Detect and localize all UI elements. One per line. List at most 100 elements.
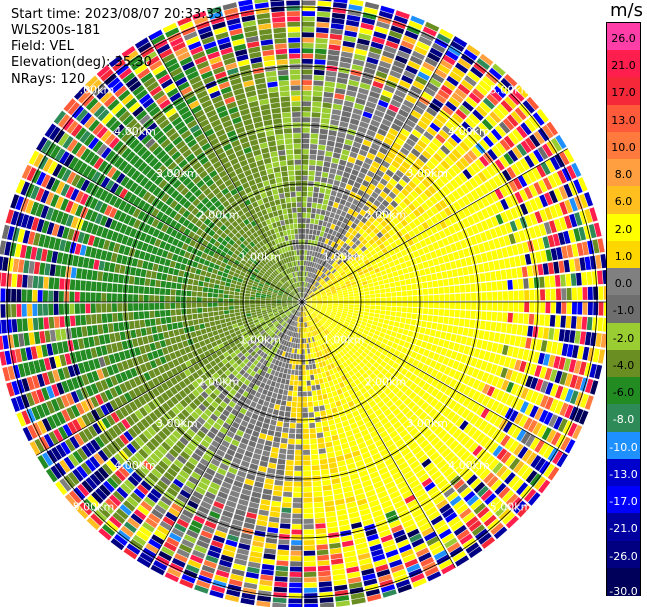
velocity-gate: [278, 372, 283, 378]
velocity-gate: [238, 543, 251, 551]
velocity-gate: [569, 390, 579, 405]
velocity-gate: [104, 389, 114, 401]
velocity-gate: [420, 557, 435, 567]
velocity-gate: [303, 317, 306, 322]
velocity-gate: [453, 318, 460, 326]
velocity-gate: [239, 493, 250, 501]
velocity-gate: [543, 445, 554, 459]
velocity-gate: [138, 448, 149, 459]
velocity-gate: [202, 333, 209, 340]
velocity-gate: [396, 296, 402, 302]
velocity-gate: [190, 424, 199, 434]
velocity-gate: [340, 210, 347, 217]
velocity-gate: [361, 17, 376, 26]
velocity-gate: [386, 302, 392, 306]
velocity-gate: [366, 408, 374, 416]
velocity-gate: [161, 546, 175, 557]
velocity-gate: [266, 435, 274, 442]
velocity-gate: [335, 274, 341, 279]
velocity-gate: [442, 507, 455, 519]
velocity-gate: [464, 438, 475, 450]
velocity-gate: [440, 145, 451, 155]
velocity-gate: [132, 534, 147, 546]
velocity-gate: [360, 22, 374, 31]
velocity-gate: [324, 436, 332, 443]
velocity-gate: [337, 164, 345, 171]
velocity-gate: [293, 386, 298, 391]
velocity-gate: [307, 353, 311, 359]
velocity-gate: [437, 316, 444, 324]
velocity-gate: [278, 539, 290, 545]
velocity-gate: [355, 364, 362, 371]
velocity-gate: [520, 485, 533, 499]
velocity-gate: [93, 358, 101, 369]
velocity-gate: [398, 179, 407, 188]
velocity-gate: [455, 108, 467, 120]
velocity-gate: [342, 242, 348, 249]
velocity-gate: [305, 228, 310, 234]
velocity-gate: [325, 370, 331, 377]
velocity-gate: [331, 277, 337, 282]
velocity-gate: [363, 268, 369, 274]
velocity-gate: [481, 208, 490, 219]
velocity-gate: [595, 333, 602, 347]
velocity-gate: [302, 117, 311, 123]
velocity-gate: [418, 473, 430, 483]
velocity-gate: [216, 431, 226, 439]
velocity-gate: [517, 464, 529, 477]
velocity-gate: [349, 0, 364, 7]
velocity-gate: [402, 296, 408, 302]
velocity-gate: [99, 433, 110, 445]
velocity-gate: [189, 401, 198, 411]
velocity-gate: [240, 383, 248, 391]
velocity-gate: [142, 521, 155, 533]
velocity-gate: [375, 297, 381, 302]
velocity-gate: [303, 487, 312, 492]
velocity-gate: [534, 302, 540, 313]
velocity-gate: [352, 253, 359, 259]
velocity-gate: [282, 328, 287, 334]
velocity-gate: [312, 363, 317, 369]
velocity-gate: [423, 131, 434, 141]
velocity-gate: [317, 437, 325, 444]
velocity-gate: [321, 420, 329, 427]
velocity-gate: [345, 201, 352, 208]
velocity-gate: [404, 30, 419, 40]
velocity-gate: [367, 266, 374, 272]
velocity-gate: [345, 352, 351, 359]
velocity-gate: [343, 340, 349, 346]
velocity-gate: [393, 321, 400, 328]
velocity-gate: [166, 370, 174, 379]
velocity-gate: [468, 546, 483, 559]
velocity-gate: [463, 153, 474, 165]
velocity-gate: [407, 357, 415, 365]
velocity-gate: [341, 229, 348, 236]
velocity-gate: [249, 363, 256, 370]
velocity-gate: [367, 425, 376, 433]
velocity-gate: [233, 480, 244, 488]
velocity-gate: [272, 597, 287, 604]
velocity-gate: [405, 410, 414, 419]
velocity-gate: [356, 319, 362, 324]
velocity-gate: [400, 210, 408, 219]
velocity-gate: [340, 415, 348, 422]
velocity-gate: [344, 30, 358, 38]
velocity-gate: [495, 201, 504, 213]
velocity-gate: [373, 369, 381, 376]
velocity-gate: [602, 317, 606, 332]
velocity-gate: [90, 347, 98, 359]
velocity-gate: [237, 470, 247, 478]
velocity-gate: [312, 470, 321, 476]
velocity-gate: [223, 351, 230, 358]
velocity-gate: [221, 481, 232, 490]
velocity-gate: [296, 423, 302, 429]
velocity-gate: [187, 383, 196, 392]
velocity-gate: [427, 52, 441, 63]
velocity-gate: [337, 309, 343, 313]
velocity-gate: [376, 569, 391, 578]
velocity-gate: [323, 232, 328, 238]
velocity-gate: [584, 208, 593, 224]
velocity-gate: [306, 327, 309, 333]
velocity-gate: [205, 491, 216, 500]
velocity-gate: [274, 329, 279, 335]
